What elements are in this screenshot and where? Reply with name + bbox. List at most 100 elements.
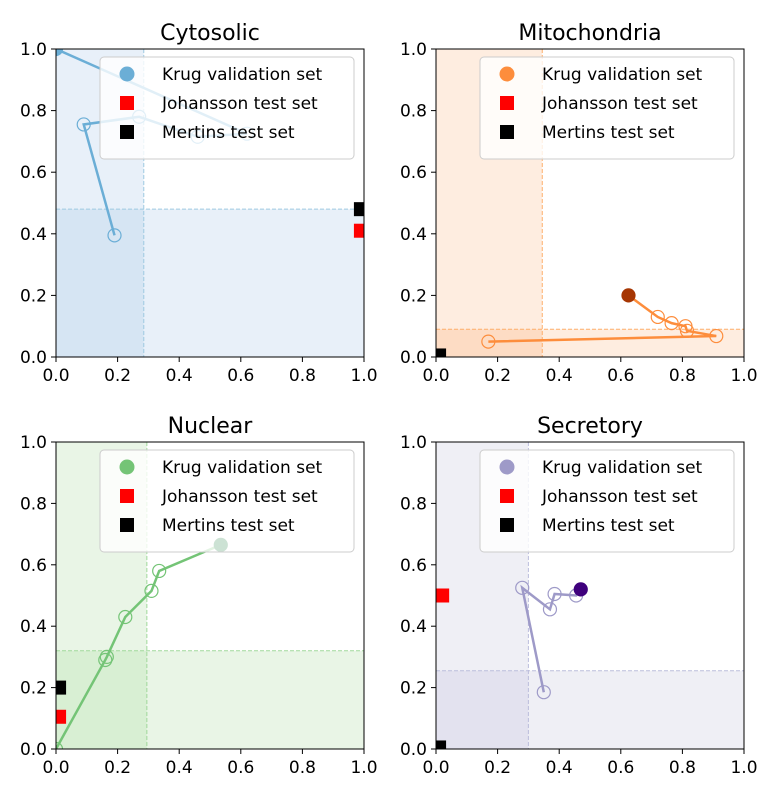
y-tick-label: 1.0 (20, 40, 47, 60)
legend-box (479, 449, 735, 553)
region-bottom (542, 329, 744, 357)
johansson-point (436, 588, 450, 603)
region-overlap (56, 209, 144, 357)
x-tick-label: 0.0 (422, 366, 449, 386)
legend-label: Mertins test set (542, 123, 675, 143)
panel-0: 0.0 0.2 0.4 0.6 0.8 1.0 0.0 0.2 0.4 0.6 0.8 1.0 Cyto… (20, 21, 378, 386)
legend-marker-mertins (500, 518, 514, 532)
x-tick-label: 0.8 (289, 366, 316, 386)
krug-point (107, 228, 122, 243)
x-tick-label: 0.6 (227, 366, 254, 386)
x-tick-label: 0.4 (166, 758, 193, 778)
krug-point (621, 288, 636, 303)
y-tick-label: 1.0 (20, 433, 47, 453)
y-tick-label: 0.0 (20, 348, 47, 368)
mertins-point (436, 348, 447, 357)
y-tick-label: 0.4 (400, 225, 427, 245)
krug-point (573, 582, 588, 597)
y-tick-label: 0.0 (400, 348, 427, 368)
legend-label: Mertins test set (162, 516, 295, 536)
krug-point (542, 602, 558, 617)
y-tick-label: 0.6 (400, 556, 427, 576)
plot-area (436, 580, 588, 749)
axes-frame (435, 48, 745, 358)
y-tick-label: 0.4 (20, 617, 47, 637)
axes-frame (55, 48, 365, 358)
x-tick-label: 0.2 (484, 758, 511, 778)
legend-label: Krug validation set (542, 458, 703, 478)
plot-area (436, 288, 724, 357)
legend-marker-krug (499, 459, 515, 475)
krug-point (547, 586, 562, 602)
x-tick-label: 0.0 (42, 758, 69, 778)
x-tick-label: 1.0 (350, 758, 377, 778)
legend-label: Johansson test set (541, 94, 698, 114)
legend-label: Krug validation set (542, 65, 703, 85)
krug-point (481, 334, 496, 349)
axes-frame (435, 441, 745, 750)
legend-marker-krug (119, 66, 135, 82)
legend: Krug validation set Johansson test set Mer… (479, 449, 735, 553)
legend-marker-johansson (500, 96, 514, 110)
y-tick-label: 0.6 (20, 163, 47, 183)
legend-label: Krug validation set (162, 65, 323, 85)
mertins-point (353, 202, 364, 217)
legend-marker-mertins (500, 125, 514, 139)
legend-marker-krug (119, 459, 135, 475)
chart-title: Mitochondria (518, 21, 661, 46)
krug-point (99, 649, 114, 665)
legend-label: Mertins test set (542, 516, 675, 536)
legend-label: Johansson test set (161, 487, 318, 507)
krug-point (152, 563, 167, 579)
legend-label: Johansson test set (541, 487, 698, 507)
x-tick-label: 0.4 (166, 366, 193, 386)
x-tick-label: 0.4 (546, 366, 573, 386)
panel-3: 0.0 0.2 0.4 0.6 0.8 1.0 0.0 0.2 0.4 0.6 0.8 1.0 Secr… (400, 414, 758, 778)
x-tick-label: 0.8 (669, 366, 696, 386)
y-tick-label: 0.8 (400, 102, 427, 122)
legend-label: Mertins test set (162, 123, 295, 143)
krug-point (650, 309, 665, 325)
x-tick-label: 0.0 (422, 758, 449, 778)
x-tick-label: 0.6 (607, 758, 634, 778)
legend-label: Johansson test set (161, 94, 318, 114)
legend: Krug validation set Johansson test set Mer… (479, 56, 735, 160)
region-bottom (528, 670, 744, 749)
x-tick-label: 0.0 (42, 366, 69, 386)
y-tick-label: 1.0 (400, 40, 427, 60)
y-tick-label: 0.2 (20, 679, 47, 699)
region-bottom (146, 650, 364, 749)
y-tick-label: 0.8 (20, 102, 47, 122)
region-overlap (436, 329, 543, 357)
krug-series-line (56, 543, 222, 749)
krug-series-line (488, 294, 717, 343)
y-tick-label: 0.0 (400, 740, 427, 760)
krug-point (56, 49, 64, 57)
legend-box (99, 56, 355, 160)
x-tick-label: 0.2 (104, 758, 131, 778)
x-tick-label: 0.8 (289, 758, 316, 778)
krug-point (118, 609, 133, 625)
johansson-point (353, 223, 364, 238)
y-tick-label: 0.6 (20, 556, 47, 576)
krug-point (515, 580, 530, 595)
krug-point (76, 117, 91, 132)
y-tick-label: 0.2 (400, 286, 427, 306)
chart-title: Nuclear (168, 414, 254, 439)
legend-marker-johansson (500, 489, 514, 503)
y-tick-label: 0.8 (400, 494, 427, 514)
x-tick-label: 1.0 (730, 366, 757, 386)
krug-point (144, 583, 159, 598)
chart-title: Secretory (537, 414, 643, 439)
legend-marker-johansson (120, 96, 134, 110)
y-tick-label: 0.4 (20, 225, 47, 245)
panel-2: 0.0 0.2 0.4 0.6 0.8 1.0 0.0 0.2 0.4 0.6 0.8 1.0 Nucl… (20, 414, 378, 778)
x-tick-label: 0.2 (104, 366, 131, 386)
krug-point (678, 319, 693, 334)
x-tick-label: 1.0 (730, 758, 757, 778)
mertins-point (436, 740, 447, 749)
legend-box (99, 449, 355, 553)
mertins-point (56, 680, 67, 695)
legend-marker-johansson (120, 489, 134, 503)
